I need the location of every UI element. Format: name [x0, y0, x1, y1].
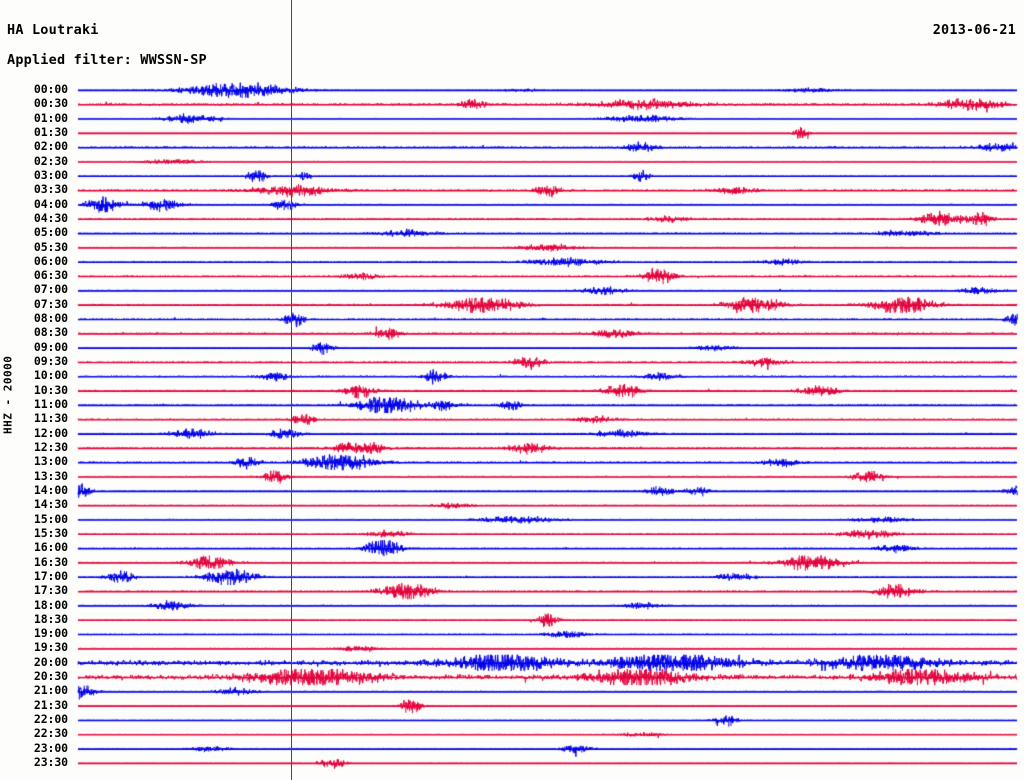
time-label-1400: 14:00	[33, 482, 68, 497]
time-label-2000: 20:00	[33, 654, 68, 669]
time-label-1230: 12:30	[33, 440, 68, 454]
time-label-0130: 01:30	[33, 124, 68, 139]
time-label-1800: 18:00	[33, 597, 68, 612]
time-label-1530: 15:30	[33, 525, 68, 540]
time-label-0430: 04:30	[33, 210, 68, 225]
time-label-2330: 23:30	[33, 755, 68, 770]
time-label-1300: 13:00	[33, 454, 68, 469]
time-label-2100: 21:00	[33, 683, 68, 698]
time-label-0530: 05:30	[33, 239, 68, 254]
time-label-0400: 04:00	[33, 196, 68, 211]
time-label-0700: 07:00	[33, 282, 68, 297]
time-label-0500: 05:00	[33, 225, 68, 240]
time-label-1330: 13:30	[33, 468, 68, 483]
time-label-1430: 14:30	[33, 497, 68, 512]
time-label-1900: 19:00	[33, 626, 68, 641]
time-label-0800: 08:00	[33, 311, 68, 326]
time-label-2230: 22:30	[33, 726, 68, 741]
time-label-1630: 16:30	[33, 554, 68, 569]
time-label-0830: 08:30	[33, 325, 68, 340]
time-label-1100: 11:00	[33, 397, 68, 412]
time-label-0630: 06:30	[33, 268, 68, 283]
time-label-0930: 09:30	[33, 354, 68, 369]
time-label-1500: 15:00	[33, 511, 68, 526]
time-label-2030: 20:30	[33, 669, 68, 684]
time-label-0200: 02:00	[33, 139, 68, 154]
time-cursor-line	[291, 0, 292, 780]
time-label-2200: 22:00	[33, 712, 68, 727]
time-label-1200: 12:00	[33, 425, 68, 440]
time-label-0100: 01:00	[33, 110, 68, 125]
time-label-2300: 23:00	[33, 740, 68, 755]
time-label-1700: 17:00	[33, 568, 68, 583]
time-label-1930: 19:30	[33, 640, 68, 655]
time-label-0330: 03:30	[33, 182, 68, 197]
time-label-1830: 18:30	[33, 611, 68, 626]
time-label-1000: 10:00	[33, 368, 68, 383]
time-axis: 00:00 00:30 01:00 01:30 02:00 02:30 03:00 03:30…	[0, 0, 76, 780]
time-label-1600: 16:00	[33, 540, 68, 555]
time-label-1130: 11:30	[33, 411, 68, 426]
time-label-0900: 09:00	[33, 339, 68, 354]
time-label-1030: 10:30	[33, 382, 68, 397]
time-label-2130: 21:30	[33, 697, 68, 712]
time-label-1730: 17:30	[33, 583, 68, 598]
time-label-0300: 03:00	[33, 167, 68, 182]
time-label-0600: 06:00	[33, 253, 68, 268]
time-label-0230: 02:30	[33, 153, 68, 168]
time-label-0000: 00:00	[33, 82, 68, 96]
time-label-0030: 00:30	[33, 96, 68, 111]
time-label-0730: 07:30	[33, 296, 68, 311]
